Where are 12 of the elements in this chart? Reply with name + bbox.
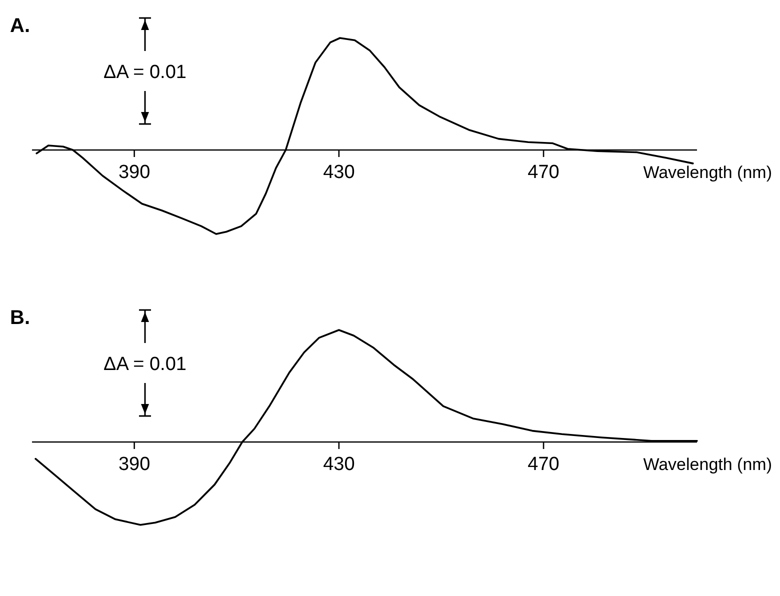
x-axis-title: Wavelength (nm) (643, 163, 772, 182)
x-tick-label: 470 (528, 454, 560, 475)
annotation: ΔA = 0.01 (104, 354, 186, 375)
chart-title: B. (10, 307, 30, 329)
x-axis-title: Wavelength (nm) (643, 455, 772, 474)
x-tick-label: 470 (528, 162, 560, 183)
x-tick-label: 390 (118, 162, 150, 183)
annotation: ΔA = 0.01 (104, 62, 186, 83)
chart-title: A. (10, 15, 30, 37)
x-tick-label: 430 (323, 162, 355, 183)
x-tick-label: 390 (118, 454, 150, 475)
x-tick-label: 430 (323, 454, 355, 475)
